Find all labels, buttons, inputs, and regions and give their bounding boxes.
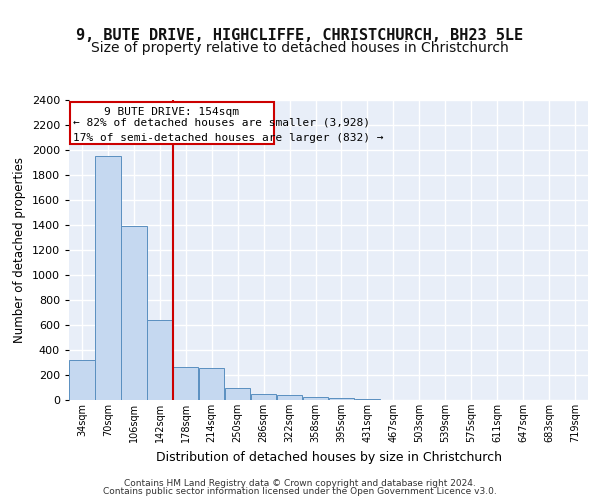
Bar xyxy=(199,368,224,400)
Text: 9 BUTE DRIVE: 154sqm: 9 BUTE DRIVE: 154sqm xyxy=(104,107,239,117)
X-axis label: Distribution of detached houses by size in Christchurch: Distribution of detached houses by size … xyxy=(155,450,502,464)
Bar xyxy=(173,367,199,400)
Bar xyxy=(69,360,95,400)
Bar xyxy=(70,102,274,144)
Bar xyxy=(121,226,146,400)
Text: Contains HM Land Registry data © Crown copyright and database right 2024.: Contains HM Land Registry data © Crown c… xyxy=(124,478,476,488)
Bar xyxy=(225,388,250,400)
Bar xyxy=(329,398,354,400)
Text: 9, BUTE DRIVE, HIGHCLIFFE, CHRISTCHURCH, BH23 5LE: 9, BUTE DRIVE, HIGHCLIFFE, CHRISTCHURCH,… xyxy=(76,28,524,42)
Bar xyxy=(147,320,173,400)
Bar xyxy=(251,394,277,400)
Bar xyxy=(303,397,328,400)
Text: 17% of semi-detached houses are larger (832) →: 17% of semi-detached houses are larger (… xyxy=(73,133,384,143)
Bar xyxy=(95,156,121,400)
Text: Contains public sector information licensed under the Open Government Licence v3: Contains public sector information licen… xyxy=(103,487,497,496)
Y-axis label: Number of detached properties: Number of detached properties xyxy=(13,157,26,343)
Bar xyxy=(277,395,302,400)
Text: ← 82% of detached houses are smaller (3,928): ← 82% of detached houses are smaller (3,… xyxy=(73,118,370,128)
Text: Size of property relative to detached houses in Christchurch: Size of property relative to detached ho… xyxy=(91,41,509,55)
